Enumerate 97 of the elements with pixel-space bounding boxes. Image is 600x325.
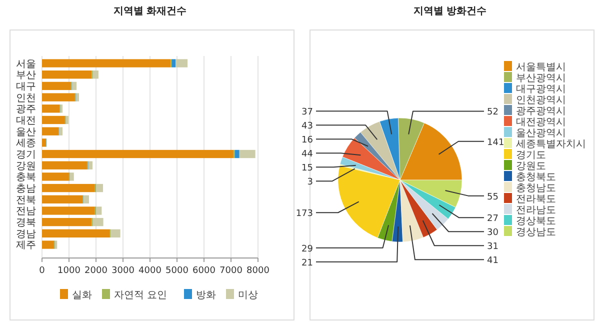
data-label: 55 (487, 192, 498, 202)
y-tick-label: 대구 (16, 81, 36, 92)
legend-label: 대전광역시 (516, 117, 566, 128)
y-tick-label: 울산 (16, 126, 36, 138)
x-tick-label: 1000 (58, 266, 81, 276)
bar (42, 240, 54, 249)
data-label: 15 (302, 164, 313, 174)
y-tick-label: 제주 (16, 240, 36, 252)
bar (42, 206, 95, 215)
data-label: 30 (487, 228, 499, 238)
x-tick-label: 6000 (192, 266, 216, 276)
legend-label: 전라남도 (516, 205, 556, 216)
legend-label: 서울특별시 (516, 62, 566, 73)
legend-label: 부산광역시 (516, 73, 566, 84)
legend-label: 미상 (238, 290, 258, 301)
legend-label: 대구광역시 (516, 84, 566, 95)
legend-label: 인천광역시 (516, 95, 566, 106)
data-label: 173 (296, 209, 313, 220)
x-tick-label: 3000 (112, 266, 135, 276)
y-tick-label: 충남 (16, 184, 36, 195)
y-tick-label: 인천 (16, 92, 36, 104)
bar (42, 116, 66, 124)
chart-title: 지역별 화재건수 (113, 6, 187, 17)
legend-label: 울산광역시 (516, 128, 566, 139)
legend-label: 충청남도 (516, 183, 556, 194)
y-tick-label: 경기 (16, 150, 36, 160)
legend-label: 경상북도 (516, 216, 556, 227)
bar (42, 93, 76, 102)
y-tick-label: 경북 (16, 218, 36, 229)
data-label: 31 (487, 242, 498, 252)
data-label: 16 (302, 136, 314, 146)
bar (176, 59, 188, 68)
bar (84, 195, 89, 204)
chart-title: 지역별 방화건수 (413, 6, 487, 17)
y-tick-label: 전남 (16, 206, 36, 218)
bar (72, 82, 77, 90)
bar (70, 172, 74, 181)
bar (42, 70, 92, 79)
bar (42, 172, 70, 181)
bar (42, 161, 88, 170)
y-tick-label: 세종 (16, 138, 36, 150)
data-label: 37 (302, 108, 313, 118)
legend-label: 충청북도 (516, 172, 556, 183)
y-tick-label: 경남 (16, 228, 36, 240)
bar (42, 82, 72, 90)
data-label: 29 (302, 244, 314, 254)
data-label: 44 (302, 150, 314, 160)
bar (234, 150, 240, 158)
x-tick-label: 8000 (246, 266, 270, 276)
bar (42, 229, 110, 238)
legend-label: 세종특별자치시 (516, 139, 586, 150)
data-label: 3 (307, 178, 313, 188)
x-tick-label: 0 (39, 266, 46, 276)
data-label: 141 (487, 138, 504, 148)
x-tick-label: 2000 (84, 266, 108, 276)
bar (92, 70, 98, 79)
data-label: 43 (302, 122, 313, 132)
data-label: 52 (487, 108, 498, 118)
legend-label: 강원도 (516, 161, 546, 172)
bar (239, 150, 256, 158)
legend-label: 광주광역시 (516, 106, 566, 117)
data-label: 21 (302, 258, 313, 268)
bar (42, 138, 46, 147)
y-tick-label: 전북 (16, 194, 36, 206)
bar (96, 184, 104, 192)
bar (42, 104, 60, 113)
y-tick-label: 광주 (16, 104, 36, 116)
x-tick-label: 5000 (166, 266, 189, 276)
bar (42, 184, 95, 192)
legend-label: 전라북도 (516, 194, 556, 205)
bar (88, 161, 92, 170)
bar (42, 218, 92, 226)
y-tick-label: 부산 (16, 70, 36, 82)
legend-label: 실화 (72, 290, 92, 301)
y-tick-label: 강원 (16, 160, 36, 172)
bar (42, 127, 58, 136)
bar (110, 229, 120, 238)
legend-label: 방화 (196, 290, 216, 301)
bar (96, 206, 102, 215)
y-tick-label: 충북 (16, 172, 36, 184)
bar (42, 150, 234, 158)
data-label: 41 (487, 256, 498, 266)
bar (59, 127, 63, 136)
bar (42, 59, 171, 68)
x-tick-label: 7000 (220, 266, 243, 276)
legend-label: 자연적 요인 (114, 290, 168, 301)
bar (172, 59, 176, 68)
bar (54, 240, 58, 249)
bar (76, 93, 79, 102)
x-tick-label: 4000 (138, 266, 162, 276)
bar (42, 195, 82, 204)
y-tick-label: 서울 (16, 58, 36, 70)
legend-label: 경기도 (516, 150, 546, 161)
legend-label: 경상남도 (516, 227, 556, 238)
data-label: 27 (487, 214, 498, 224)
bar (92, 218, 104, 226)
y-tick-label: 대전 (16, 115, 36, 126)
